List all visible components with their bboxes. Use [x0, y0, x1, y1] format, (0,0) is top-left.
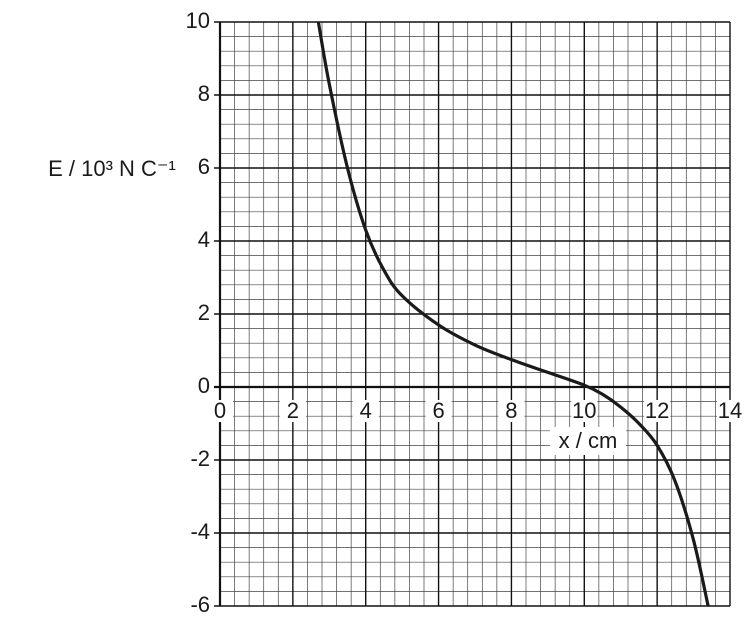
- label-bg: [644, 400, 671, 422]
- x-tick-label: 8: [505, 398, 517, 423]
- y-tick-label: 2: [198, 300, 210, 325]
- x-axis-label: x / cm: [559, 428, 618, 453]
- label-bg: [550, 427, 626, 455]
- x-tick-label: 14: [718, 398, 742, 423]
- label-bg: [425, 400, 452, 422]
- x-tick-label: 4: [360, 398, 372, 423]
- y-tick-label: -2: [190, 446, 210, 471]
- y-tick-label: 0: [198, 373, 210, 398]
- y-tick-label: 10: [186, 8, 210, 33]
- label-bg: [717, 400, 743, 422]
- x-tick-label: 10: [572, 398, 596, 423]
- y-tick-label: -6: [190, 592, 210, 617]
- curve: [316, 21, 710, 607]
- x-tick-label: 6: [432, 398, 444, 423]
- y-tick-label: 4: [198, 227, 210, 252]
- y-tick-label: -4: [190, 519, 210, 544]
- y-tick-label: 8: [198, 81, 210, 106]
- label-bg: [571, 400, 598, 422]
- label-bg: [279, 400, 306, 422]
- x-tick-label: 0: [214, 398, 226, 423]
- x-tick-label: 2: [287, 398, 299, 423]
- y-tick-label: 6: [198, 154, 210, 179]
- label-bg: [498, 400, 525, 422]
- label-bg: [352, 400, 379, 422]
- x-tick-label: 12: [645, 398, 669, 423]
- label-bg: [207, 400, 233, 422]
- y-axis-label: E / 10³ N C⁻¹: [48, 156, 176, 181]
